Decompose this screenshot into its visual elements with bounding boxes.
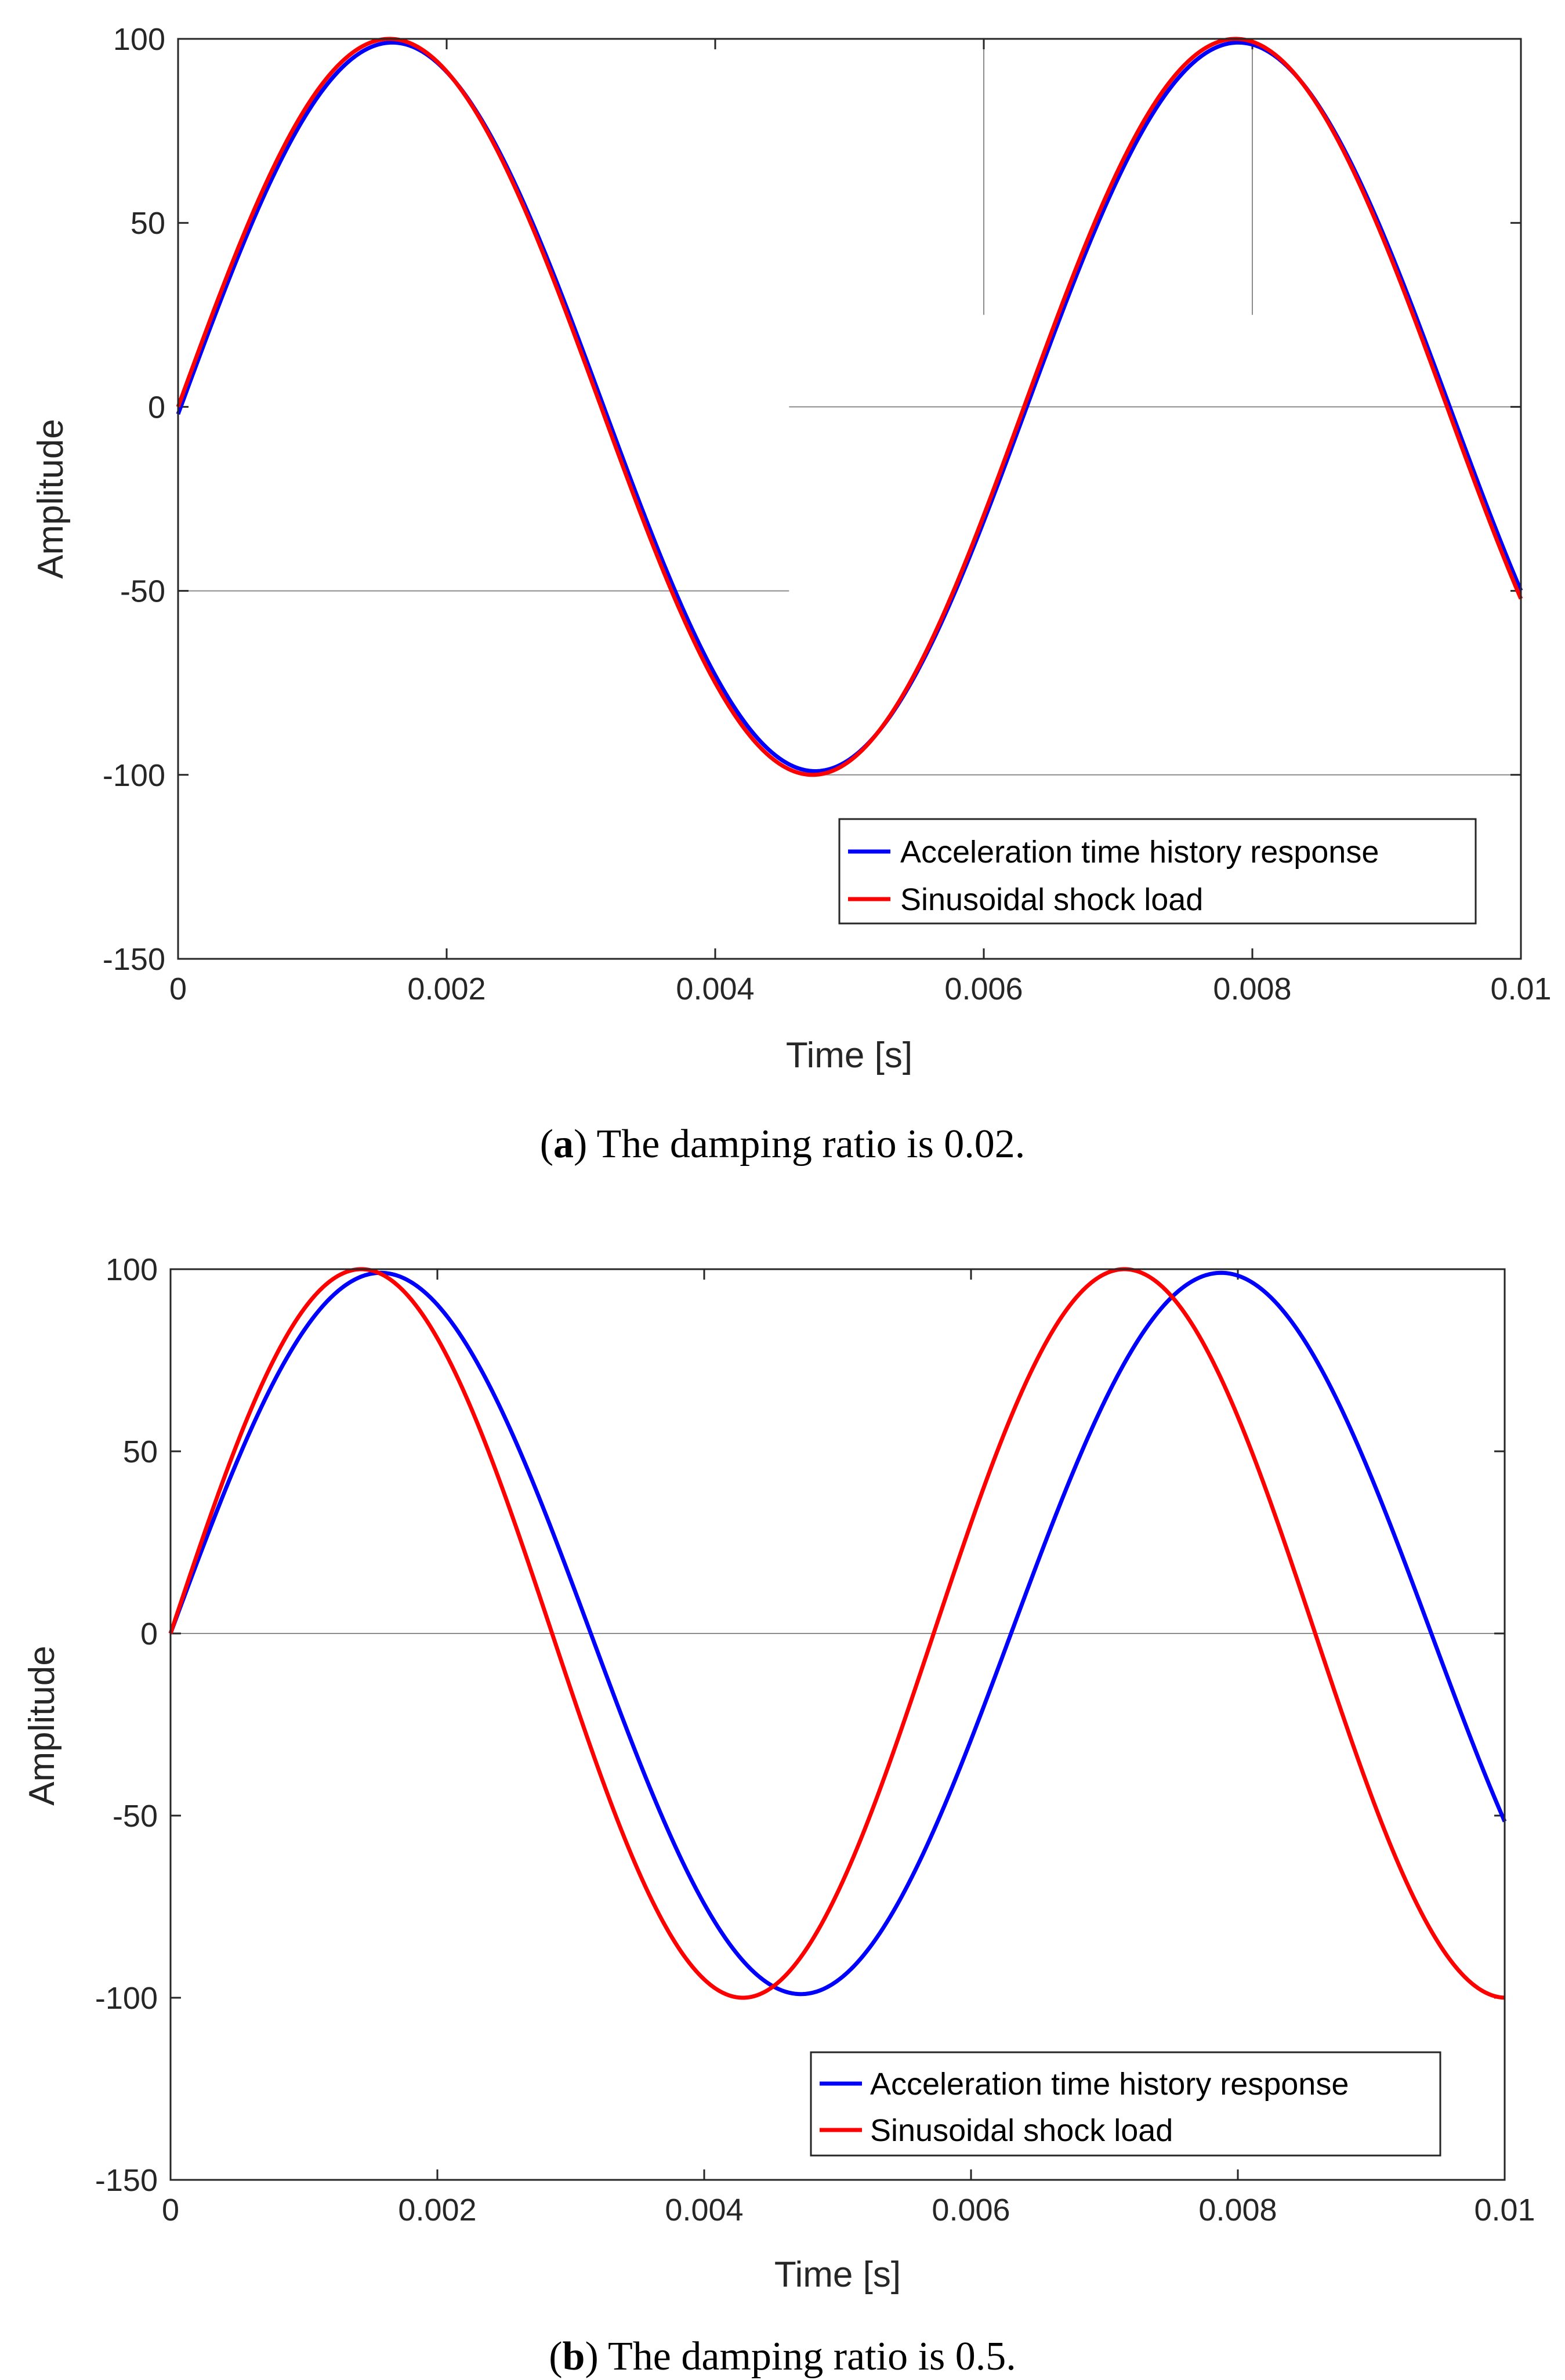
x-tick-labels-a: 0 0.002 0.004 0.006 0.008 0.01 [169, 972, 1552, 1006]
legend-box [810, 2051, 1441, 2157]
series-acceleration-response-b [168, 1270, 1507, 1997]
legend-a: Acceleration time history response Sinus… [838, 818, 1477, 925]
y-tick-label: -100 [95, 1981, 158, 2016]
legend-label-load: Sinusoidal shock load [870, 2113, 1173, 2148]
legend-box [838, 818, 1477, 925]
y-tick-label: -50 [120, 574, 165, 609]
series-sinusoidal-load-a [176, 37, 1523, 777]
y-tick-label: -150 [95, 2163, 158, 2198]
caption-b: (b) The damping ratio is 0.5. [549, 2334, 1016, 2379]
legend-b: Acceleration time history response Sinus… [810, 2051, 1441, 2157]
caption-a: (a) The damping ratio is 0.02. [540, 1122, 1026, 1167]
x-tick-labels-b: 0 0.002 0.004 0.006 0.008 0.01 [162, 2193, 1535, 2227]
plot-area-b [171, 1269, 1505, 2180]
x-tick-label: 0 [162, 2193, 179, 2227]
y-tick-label: 0 [148, 390, 165, 425]
y-axis-label-a: Amplitude [31, 419, 71, 579]
axes-frame-a [177, 38, 1522, 960]
x-axis-label-b: Time [s] [774, 2255, 901, 2295]
x-tick-label: 0.01 [1490, 972, 1551, 1006]
x-tick-label: 0.002 [407, 972, 486, 1006]
y-tick-label: 100 [106, 1252, 158, 1287]
axes-frame-b [169, 1268, 1506, 2181]
x-tick-label: 0.002 [398, 2193, 476, 2227]
y-tick-label: 0 [140, 1617, 158, 1651]
y-tick-label: 100 [113, 22, 165, 57]
y-tick-label: 50 [131, 206, 165, 241]
x-tick-label: 0.004 [676, 972, 754, 1006]
chart-a: 0 0.002 0.004 0.006 0.008 0.01 -150 -100… [31, 22, 1552, 1167]
x-tick-label: 0.006 [944, 972, 1023, 1006]
chart-b: 0 0.002 0.004 0.006 0.008 0.01 -150 -100… [22, 1252, 1535, 2379]
y-tick-label: -50 [113, 1799, 158, 1834]
x-tick-label: 0.008 [1198, 2193, 1277, 2227]
legend-label-response: Acceleration time history response [870, 2067, 1349, 2102]
reference-lines-a [178, 39, 1521, 776]
y-tick-labels-a: -150 -100 -50 0 50 100 [103, 22, 165, 977]
y-tick-labels-b: -150 -100 -50 0 50 100 [95, 1252, 158, 2198]
y-axis-label-b: Amplitude [22, 1646, 62, 1806]
series-sinusoidal-load-b [168, 1267, 1505, 2000]
y-tick-label: -100 [103, 758, 165, 793]
x-tick-label: 0.01 [1474, 2193, 1535, 2227]
x-tick-label: 0.008 [1213, 972, 1291, 1006]
plot-area-a [178, 39, 1521, 959]
y-tick-label: 50 [123, 1434, 158, 1469]
legend-label-load: Sinusoidal shock load [900, 882, 1203, 917]
x-tick-label: 0.006 [932, 2193, 1010, 2227]
x-tick-label: 0 [169, 972, 187, 1006]
x-tick-label: 0.004 [665, 2193, 743, 2227]
y-tick-label: -150 [103, 942, 165, 977]
x-axis-label-a: Time [s] [786, 1035, 912, 1075]
legend-label-response: Acceleration time history response [900, 835, 1379, 870]
